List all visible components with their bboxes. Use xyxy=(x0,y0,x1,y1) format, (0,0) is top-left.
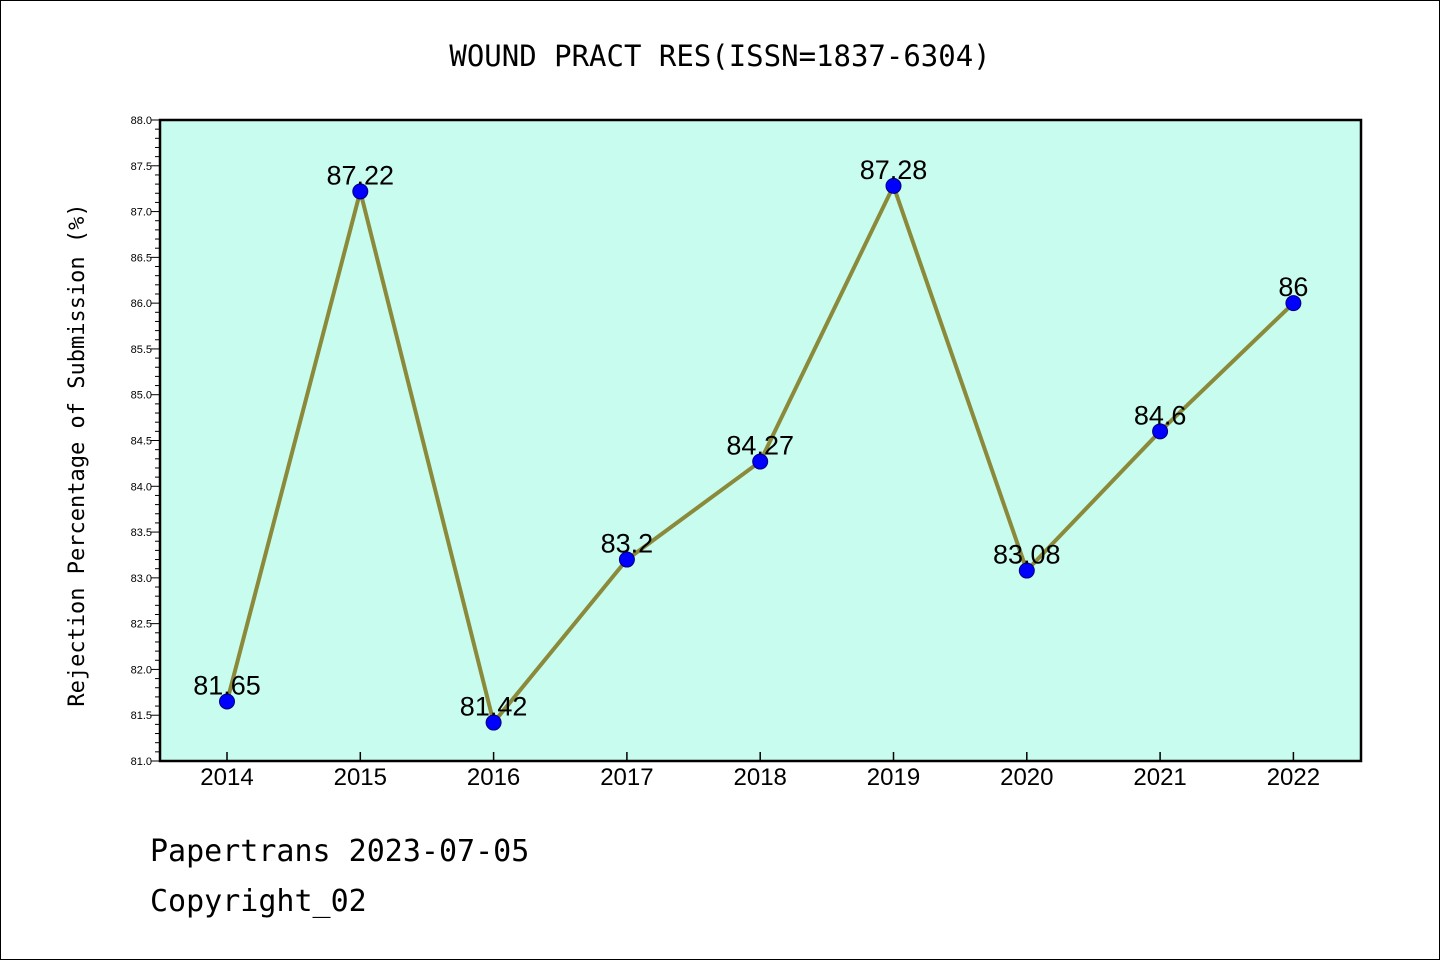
footer-source: Papertrans 2023-07-05 xyxy=(150,834,530,869)
data-labels: 81.65 87.22 81.42 83.2 84.27 87.28 83.08 84.6 86 xyxy=(193,155,1308,722)
data-point xyxy=(618,551,635,568)
data-point xyxy=(219,693,235,710)
y-tick-label: 83.0 xyxy=(131,573,152,585)
x-tick-label: 2021 xyxy=(1133,764,1186,791)
x-tick-label: 2020 xyxy=(1000,764,1053,791)
y-axis-label: Rejection Percentage of Submission (%) xyxy=(65,203,90,706)
y-tick-label: 83.5 xyxy=(131,527,152,539)
y-tick-label: 85.5 xyxy=(131,344,152,356)
y-tick-label: 87.5 xyxy=(131,161,152,173)
y-tick-label: 84.5 xyxy=(131,436,152,448)
y-tick-label: 84.0 xyxy=(131,481,152,493)
data-label: 87.22 xyxy=(327,160,395,190)
x-tick-label: 2014 xyxy=(200,764,253,791)
data-point xyxy=(752,453,769,470)
data-point xyxy=(352,183,369,200)
y-tick-label: 86.5 xyxy=(131,252,152,264)
plot-border xyxy=(158,118,1363,763)
y-tick-label: 81.0 xyxy=(131,756,152,768)
data-label: 81.65 xyxy=(193,670,261,700)
x-tick-label: 2018 xyxy=(734,764,787,791)
series-markers xyxy=(219,177,1302,731)
data-label: 87.28 xyxy=(860,155,928,185)
data-label: 83.08 xyxy=(993,540,1061,570)
y-axis: 81.0 81.5 82.0 82.5 83.0 83.5 84.0 84.5 85.0 85.5… xyxy=(131,115,160,768)
y-tick-label: 81.5 xyxy=(131,710,152,722)
x-axis: 2014 2015 2016 2017 2018 2019 2020 2021 2022 xyxy=(200,752,1320,791)
data-label: 81.42 xyxy=(460,692,528,722)
data-point xyxy=(485,714,502,731)
y-tick-label: 85.0 xyxy=(131,390,152,402)
plot-area xyxy=(160,120,1361,761)
y-tick-label: 88.0 xyxy=(131,115,152,127)
data-point xyxy=(885,177,902,194)
x-tick-label: 2019 xyxy=(867,764,920,791)
x-tick-label: 2015 xyxy=(334,764,387,791)
footer-copyright: Copyright_02 xyxy=(150,884,367,919)
y-tick-label: 86.0 xyxy=(131,298,152,310)
x-tick-label: 2022 xyxy=(1267,764,1320,791)
y-tick-label: 82.5 xyxy=(131,619,152,631)
data-label: 84.27 xyxy=(726,431,794,461)
y-tick-label: 87.0 xyxy=(131,207,152,219)
y-tick-label: 82.0 xyxy=(131,664,152,676)
data-point xyxy=(1152,423,1169,440)
data-point xyxy=(1018,562,1035,579)
x-tick-label: 2016 xyxy=(467,764,520,791)
x-tick-label: 2017 xyxy=(600,764,653,791)
data-label: 84.6 xyxy=(1134,400,1187,430)
data-point xyxy=(1285,295,1302,312)
chart-title: WOUND PRACT RES(ISSN=1837-6304) xyxy=(449,39,990,73)
data-label: 83.2 xyxy=(601,529,654,559)
data-label: 86 xyxy=(1278,272,1308,302)
